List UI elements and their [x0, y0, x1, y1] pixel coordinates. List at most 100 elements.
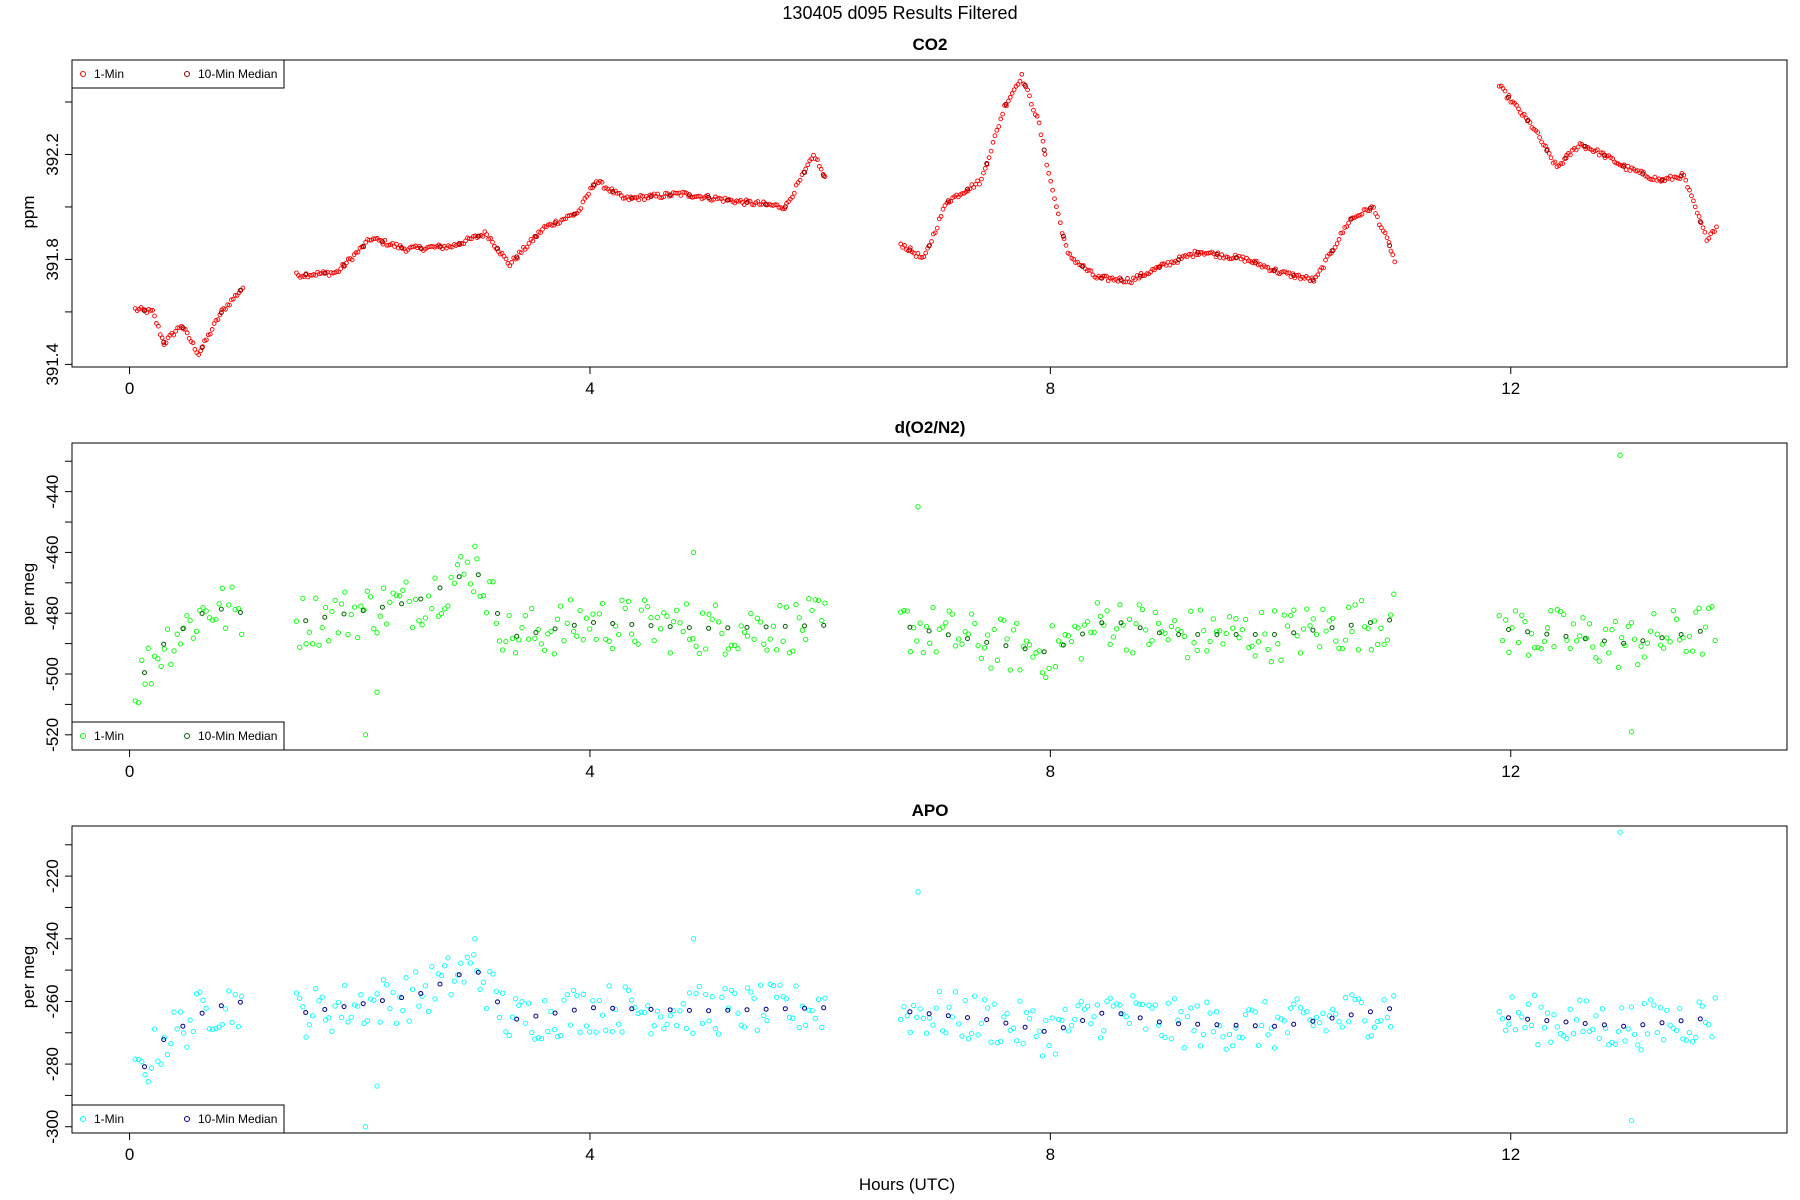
data-point-median [591, 182, 596, 188]
data-point-1min [564, 620, 570, 626]
data-point-1min [1265, 1032, 1271, 1038]
data-point-1min [923, 1030, 930, 1036]
data-point-median [399, 995, 405, 1001]
data-point-1min [355, 634, 361, 641]
data-point-outlier [362, 732, 369, 738]
data-point-1min [432, 996, 438, 1002]
data-points-o2n2 [132, 452, 1718, 738]
data-point-1min [467, 236, 472, 241]
data-point-1min [992, 133, 998, 138]
data-point-median [180, 626, 186, 632]
data-point-1min [1052, 664, 1059, 670]
data-point-1min [1525, 1001, 1531, 1007]
data-point-1min [1246, 1007, 1252, 1013]
data-point-median [802, 623, 807, 629]
data-point-1min [351, 604, 358, 610]
data-point-1min [1496, 83, 1502, 89]
data-point-1min [641, 597, 648, 603]
data-point-median [945, 1013, 951, 1019]
data-point-1min [483, 610, 490, 616]
data-point-1min [592, 183, 597, 188]
data-point-1min [139, 1059, 145, 1065]
data-point-1min [1499, 637, 1506, 644]
data-point-1min [754, 615, 760, 621]
data-point-1min [306, 1022, 312, 1028]
data-point-1min [764, 647, 770, 653]
data-point-1min [1696, 999, 1702, 1005]
data-point-1min [898, 609, 904, 615]
data-point-1min [577, 607, 583, 614]
data-point-1min [979, 176, 984, 182]
data-point-1min [1696, 214, 1702, 219]
data-point-1min [1560, 161, 1566, 166]
data-point-1min [1014, 1038, 1020, 1044]
data-point-1min [184, 612, 190, 619]
data-point-1min [1236, 635, 1242, 641]
data-point-1min [332, 597, 338, 603]
data-point-1min [1693, 1034, 1699, 1041]
data-point-1min [1635, 661, 1641, 668]
data-point-1min [1194, 1003, 1200, 1009]
data-point-1min [735, 1010, 741, 1016]
data-point-1min [377, 1019, 383, 1025]
data-point-1min [959, 191, 965, 196]
data-point-1min [1149, 1005, 1155, 1011]
data-point-1min [490, 971, 496, 977]
data-point-1min [815, 597, 822, 604]
data-point-1min [975, 1032, 981, 1038]
data-point-1min [512, 996, 519, 1002]
data-point-1min [477, 986, 483, 993]
data-point-median [686, 625, 692, 631]
data-point-outlier [374, 1083, 380, 1089]
data-point-1min [596, 611, 603, 617]
y-axis-label-apo: per meg [19, 946, 38, 1008]
data-point-1min [625, 598, 632, 605]
data-point-1min [1573, 1017, 1580, 1023]
data-point-1min [353, 250, 359, 256]
data-point-1min [512, 650, 519, 656]
data-point-1min [1310, 616, 1316, 622]
data-point-1min [564, 991, 570, 998]
data-point-median [1041, 147, 1047, 153]
data-point-1min [501, 253, 507, 259]
data-point-median [237, 610, 243, 615]
data-point-1min [171, 1009, 177, 1015]
data-point-1min [1683, 1037, 1689, 1043]
data-point-median [1525, 118, 1531, 124]
data-point-1min [558, 1032, 564, 1039]
data-point-1min [545, 1028, 551, 1035]
data-point-1min [1506, 649, 1512, 656]
data-point-1min [400, 1007, 406, 1014]
data-point-median [495, 246, 500, 251]
data-point-median [1348, 1012, 1354, 1018]
data-point-1min [620, 196, 626, 201]
data-point-1min [329, 1028, 335, 1034]
data-point-1min [541, 997, 548, 1004]
data-point-1min [1104, 998, 1110, 1004]
data-point-1min [558, 603, 564, 609]
data-point-1min [1502, 88, 1508, 94]
data-point-median [1367, 1009, 1373, 1015]
data-point-1min [542, 224, 547, 229]
data-point-1min [1017, 78, 1023, 84]
data-point-1min [1117, 602, 1123, 608]
data-point-1min [1564, 1035, 1570, 1042]
data-point-1min [767, 636, 773, 642]
data-point-1min [1043, 674, 1049, 681]
data-point-1min [580, 199, 586, 205]
data-point-1min [1168, 623, 1175, 630]
data-point-1min [1590, 1026, 1596, 1033]
data-point-1min [1288, 1005, 1294, 1012]
data-point-1min [1371, 1024, 1378, 1030]
data-point-1min [1644, 1031, 1651, 1037]
data-point-median [667, 192, 673, 198]
data-point-1min [313, 595, 319, 601]
data-point-1min [1136, 1001, 1142, 1007]
data-point-1min [728, 987, 735, 993]
data-point-1min [1207, 1010, 1213, 1016]
legend-label-1min: 1-Min [94, 729, 124, 743]
data-point-1min [709, 994, 715, 1000]
data-point-1min [1213, 254, 1219, 260]
data-point-outlier [690, 549, 697, 556]
data-point-1min [732, 990, 738, 996]
